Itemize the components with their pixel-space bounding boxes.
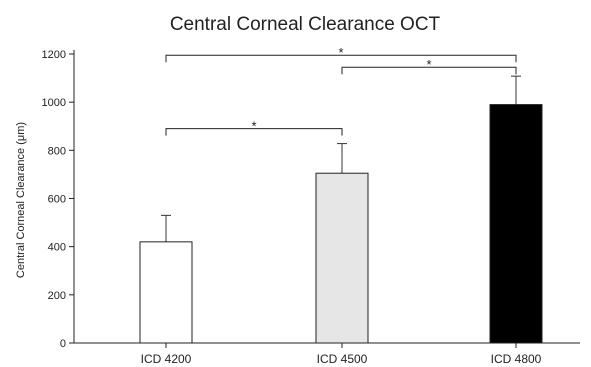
significance-marker-1: * bbox=[251, 119, 256, 134]
significance-bracket-3 bbox=[341, 66, 517, 75]
significance-bracket-1 bbox=[165, 128, 343, 136]
x-category-label: ICD 4200 bbox=[141, 352, 192, 366]
x-category-label: ICD 4500 bbox=[317, 352, 368, 366]
significance-marker-2: * bbox=[338, 45, 343, 60]
x-category-label: ICD 4800 bbox=[491, 352, 542, 366]
significance-bracket-2 bbox=[165, 54, 517, 63]
y-tick-label: 800 bbox=[48, 145, 66, 157]
y-axis-label: Central Corneal Clearance (μm) bbox=[15, 122, 27, 278]
bar-icd-4500 bbox=[315, 172, 369, 344]
chart-title: Central Corneal Clearance OCT bbox=[170, 14, 441, 35]
y-tick-label: 0 bbox=[60, 338, 66, 350]
y-tick-label: 200 bbox=[48, 290, 66, 302]
y-tick-label: 1200 bbox=[42, 49, 66, 61]
significance-marker-3: * bbox=[426, 57, 431, 72]
y-tick-label: 1000 bbox=[42, 97, 66, 109]
bar-icd-4200 bbox=[139, 241, 193, 344]
y-tick-label: 600 bbox=[48, 194, 66, 206]
plot-area: 0 200 400 600 800 1000 1200 ICD 4200 ICD 4500 ICD… bbox=[42, 45, 580, 366]
y-tick-label: 400 bbox=[48, 242, 66, 254]
bar-icd-4800 bbox=[489, 104, 543, 344]
